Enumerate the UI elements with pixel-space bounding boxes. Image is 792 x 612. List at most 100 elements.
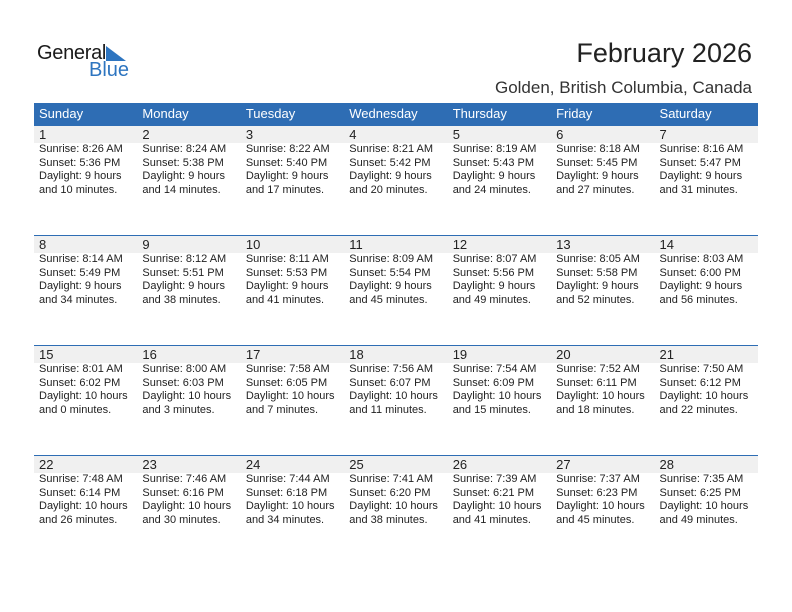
- day-cell: Sunrise: 8:19 AM Sunset: 5:43 PM Daylight:…: [448, 143, 551, 197]
- day-number: 22: [39, 457, 54, 472]
- daylight-text: Daylight: 10 hours: [556, 390, 645, 402]
- daylight-text: and 18 minutes.: [556, 403, 635, 416]
- day-info-row: Sunrise: 7:48 AM Sunset: 6:14 PM Daylight:…: [34, 473, 758, 527]
- sunrise-text: Sunrise: 7:56 AM: [349, 363, 434, 375]
- sunset-text: Sunset: 5:53 PM: [245, 266, 328, 279]
- day-number: 23: [142, 457, 157, 472]
- daylight-text: Daylight: 10 hours: [349, 500, 438, 512]
- daylight-text: Daylight: 9 hours: [39, 280, 122, 292]
- sunset-text: Sunset: 5:40 PM: [245, 156, 328, 169]
- sunrise-text: Sunrise: 7:52 AM: [556, 363, 640, 375]
- daylight-text: Daylight: 9 hours: [142, 170, 225, 182]
- day-cell: Sunrise: 7:35 AM Sunset: 6:25 PM Daylight:…: [655, 473, 758, 527]
- sunset-text: Sunset: 5:49 PM: [39, 266, 121, 279]
- sunrise-text: Sunrise: 8:16 AM: [659, 143, 744, 155]
- day-cell: Sunrise: 8:24 AM Sunset: 5:38 PM Daylight:…: [137, 143, 240, 197]
- sunrise-text: Sunrise: 7:48 AM: [39, 473, 123, 485]
- day-number: 14: [659, 237, 674, 252]
- day-number: 11: [349, 237, 363, 252]
- day-cell: Sunrise: 7:50 AM Sunset: 6:12 PM Daylight:…: [655, 363, 758, 417]
- sunset-text: Sunset: 5:56 PM: [452, 266, 535, 279]
- daylight-text: and 15 minutes.: [452, 403, 531, 416]
- daylight-text: and 3 minutes.: [142, 403, 215, 416]
- day-cell: Sunrise: 8:09 AM Sunset: 5:54 PM Daylight:…: [344, 253, 447, 307]
- day-info-row: Sunrise: 8:26 AM Sunset: 5:36 PM Daylight:…: [34, 143, 758, 197]
- sunset-text: Sunset: 5:54 PM: [349, 266, 431, 279]
- daylight-text: Daylight: 10 hours: [142, 500, 232, 512]
- sunrise-text: Sunrise: 8:00 AM: [142, 363, 227, 375]
- daylight-text: and 20 minutes.: [349, 183, 428, 196]
- sunset-text: Sunset: 5:58 PM: [556, 266, 638, 279]
- daylight-text: and 41 minutes.: [245, 293, 325, 306]
- sunrise-text: Sunrise: 8:01 AM: [39, 363, 123, 375]
- sunset-text: Sunset: 5:42 PM: [349, 156, 431, 169]
- sunset-text: Sunset: 6:25 PM: [659, 486, 741, 499]
- weekday-monday: Monday: [142, 106, 189, 121]
- sunrise-text: Sunrise: 8:05 AM: [556, 253, 640, 265]
- daylight-text: and 49 minutes.: [659, 513, 738, 526]
- day-number: 17: [245, 347, 261, 362]
- daylight-text: and 26 minutes.: [39, 513, 118, 526]
- daylight-text: and 10 minutes.: [39, 183, 118, 196]
- sunset-text: Sunset: 6:12 PM: [659, 376, 741, 389]
- day-number: 28: [659, 457, 674, 472]
- week-row: 8 9 10 11 12 13 14 Sunrise: 8:14 AM Sunset: 5:49…: [34, 235, 758, 345]
- daylight-text: and 38 minutes.: [142, 293, 221, 306]
- sunrise-text: Sunrise: 7:44 AM: [245, 473, 330, 485]
- sunset-text: Sunset: 6:16 PM: [142, 486, 224, 499]
- sunset-text: Sunset: 6:18 PM: [245, 486, 328, 499]
- sunset-text: Sunset: 5:45 PM: [556, 156, 638, 169]
- day-cell: Sunrise: 7:48 AM Sunset: 6:14 PM Daylight:…: [34, 473, 137, 527]
- sunrise-text: Sunrise: 7:39 AM: [452, 473, 537, 485]
- logo: General Blue: [37, 42, 137, 82]
- daylight-text: Daylight: 10 hours: [245, 500, 335, 512]
- week-row: 22 23 24 25 26 27 28 Sunrise: 7:48 AM Sunset: 6:…: [34, 455, 758, 565]
- sunrise-text: Sunrise: 8:03 AM: [659, 253, 744, 265]
- sunset-text: Sunset: 5:47 PM: [659, 156, 741, 169]
- sunset-text: Sunset: 5:51 PM: [142, 266, 224, 279]
- day-cell: Sunrise: 7:39 AM Sunset: 6:21 PM Daylight:…: [448, 473, 551, 527]
- day-number: 5: [452, 127, 460, 142]
- day-cell: Sunrise: 7:56 AM Sunset: 6:07 PM Daylight:…: [344, 363, 447, 417]
- daylight-text: Daylight: 9 hours: [452, 170, 536, 182]
- sunrise-text: Sunrise: 7:54 AM: [452, 363, 537, 375]
- weekday-tuesday: Tuesday: [245, 106, 296, 121]
- day-cell: Sunrise: 8:21 AM Sunset: 5:42 PM Daylight:…: [344, 143, 447, 197]
- sunrise-text: Sunrise: 8:24 AM: [142, 143, 227, 155]
- day-cell: Sunrise: 8:12 AM Sunset: 5:51 PM Daylight:…: [137, 253, 240, 307]
- day-cell: Sunrise: 8:18 AM Sunset: 5:45 PM Daylight:…: [551, 143, 654, 197]
- daylight-text: and 7 minutes.: [245, 403, 318, 416]
- daylight-text: and 27 minutes.: [556, 183, 635, 196]
- daylight-text: Daylight: 10 hours: [452, 500, 542, 512]
- sunrise-text: Sunrise: 7:41 AM: [349, 473, 434, 485]
- day-number: 15: [39, 347, 54, 362]
- date-band: 22 23 24 25 26 27 28: [34, 456, 758, 473]
- day-number: 3: [245, 127, 254, 142]
- sunrise-text: Sunrise: 7:50 AM: [659, 363, 744, 375]
- sunrise-text: Sunrise: 8:19 AM: [452, 143, 537, 155]
- day-number: 8: [39, 237, 47, 252]
- daylight-text: Daylight: 9 hours: [349, 170, 432, 182]
- page-title: February 2026: [576, 38, 752, 68]
- sunset-text: Sunset: 6:11 PM: [556, 376, 637, 389]
- day-number: 13: [556, 237, 571, 252]
- day-cell: Sunrise: 8:16 AM Sunset: 5:47 PM Daylight:…: [655, 143, 758, 197]
- day-cell: Sunrise: 8:05 AM Sunset: 5:58 PM Daylight:…: [551, 253, 654, 307]
- day-cell: Sunrise: 8:03 AM Sunset: 6:00 PM Daylight:…: [655, 253, 758, 307]
- daylight-text: Daylight: 9 hours: [659, 170, 743, 182]
- daylight-text: Daylight: 10 hours: [556, 500, 645, 512]
- sunrise-text: Sunrise: 7:46 AM: [142, 473, 227, 485]
- daylight-text: Daylight: 9 hours: [245, 280, 329, 292]
- daylight-text: Daylight: 10 hours: [245, 390, 335, 402]
- daylight-text: Daylight: 10 hours: [659, 500, 749, 512]
- day-cell: Sunrise: 7:52 AM Sunset: 6:11 PM Daylight:…: [551, 363, 654, 417]
- daylight-text: Daylight: 10 hours: [452, 390, 542, 402]
- daylight-text: Daylight: 10 hours: [39, 500, 128, 512]
- day-number: 7: [659, 127, 667, 142]
- weekday-sunday: Sunday: [39, 106, 84, 121]
- weekday-friday: Friday: [556, 106, 593, 121]
- daylight-text: Daylight: 9 hours: [659, 280, 743, 292]
- day-number: 4: [349, 127, 357, 142]
- logo-triangle-icon: [106, 46, 126, 61]
- sunset-text: Sunset: 6:07 PM: [349, 376, 431, 389]
